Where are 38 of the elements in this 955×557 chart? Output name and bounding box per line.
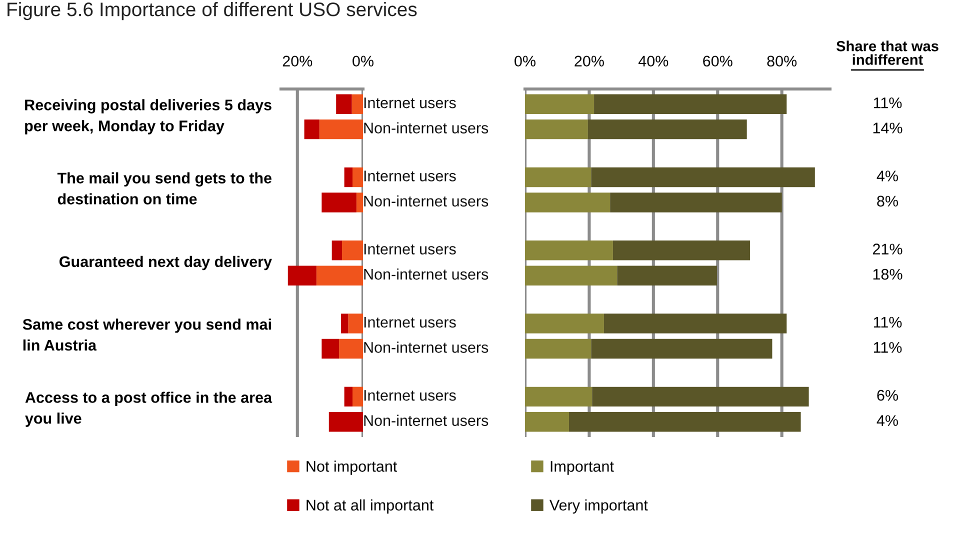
text: 6% — [877, 390, 898, 401]
x-tick-label: 20% — [282, 56, 312, 67]
legend-label: Very important — [550, 499, 648, 514]
text: The mail you send gets to the destination on time — [57, 172, 272, 204]
y-tick-label: Internet users — [364, 170, 456, 182]
y-tick-label: Non-internet users — [364, 414, 488, 426]
text: 8% — [877, 196, 898, 207]
text: 11% — [874, 316, 902, 328]
x-tick-label: 60% — [703, 56, 732, 67]
y-tick-label: Internet users — [364, 390, 456, 401]
text: 18% — [873, 268, 902, 280]
text: 11% — [874, 342, 902, 353]
text: 4% — [876, 170, 898, 182]
y-tick-label: Internet users — [364, 244, 456, 254]
legend-label: Not at all important — [306, 499, 434, 514]
x-tick-label: 40% — [638, 56, 668, 67]
y-tick-label: Non-internet users — [364, 342, 488, 353]
text: 21% — [872, 244, 902, 254]
text: Same cost wherever you send mai lin Austria — [22, 318, 271, 351]
y-tick-label: Non-internet users — [364, 268, 488, 280]
x-tick-label: 0% — [352, 56, 374, 67]
text: Receiving postal deliveries 5 days per week, Monday to Friday — [25, 99, 272, 134]
x-tick-label: 20% — [574, 56, 604, 67]
text: 11% — [874, 97, 902, 108]
y-tick-label: Non-internet users — [364, 195, 488, 207]
legend-label: Important — [550, 461, 614, 475]
text: Access to a post office in the area you live — [25, 392, 272, 427]
legend-label: Not important — [306, 460, 398, 475]
y-tick-label: Internet users — [364, 316, 456, 328]
chart-title: Figure 5.6 Importance of different USO services — [8, 2, 417, 20]
x-tick-label: 0% — [514, 56, 536, 67]
text: Guaranteed next day delivery — [60, 256, 272, 270]
text: 14% — [873, 122, 902, 134]
text: 4% — [876, 415, 898, 426]
x-tick-label: 80% — [767, 56, 797, 67]
y-tick-label: Non-internet users — [364, 122, 488, 134]
y-tick-label: Internet users — [364, 98, 456, 108]
text: Share that was indifferent — [836, 40, 938, 65]
